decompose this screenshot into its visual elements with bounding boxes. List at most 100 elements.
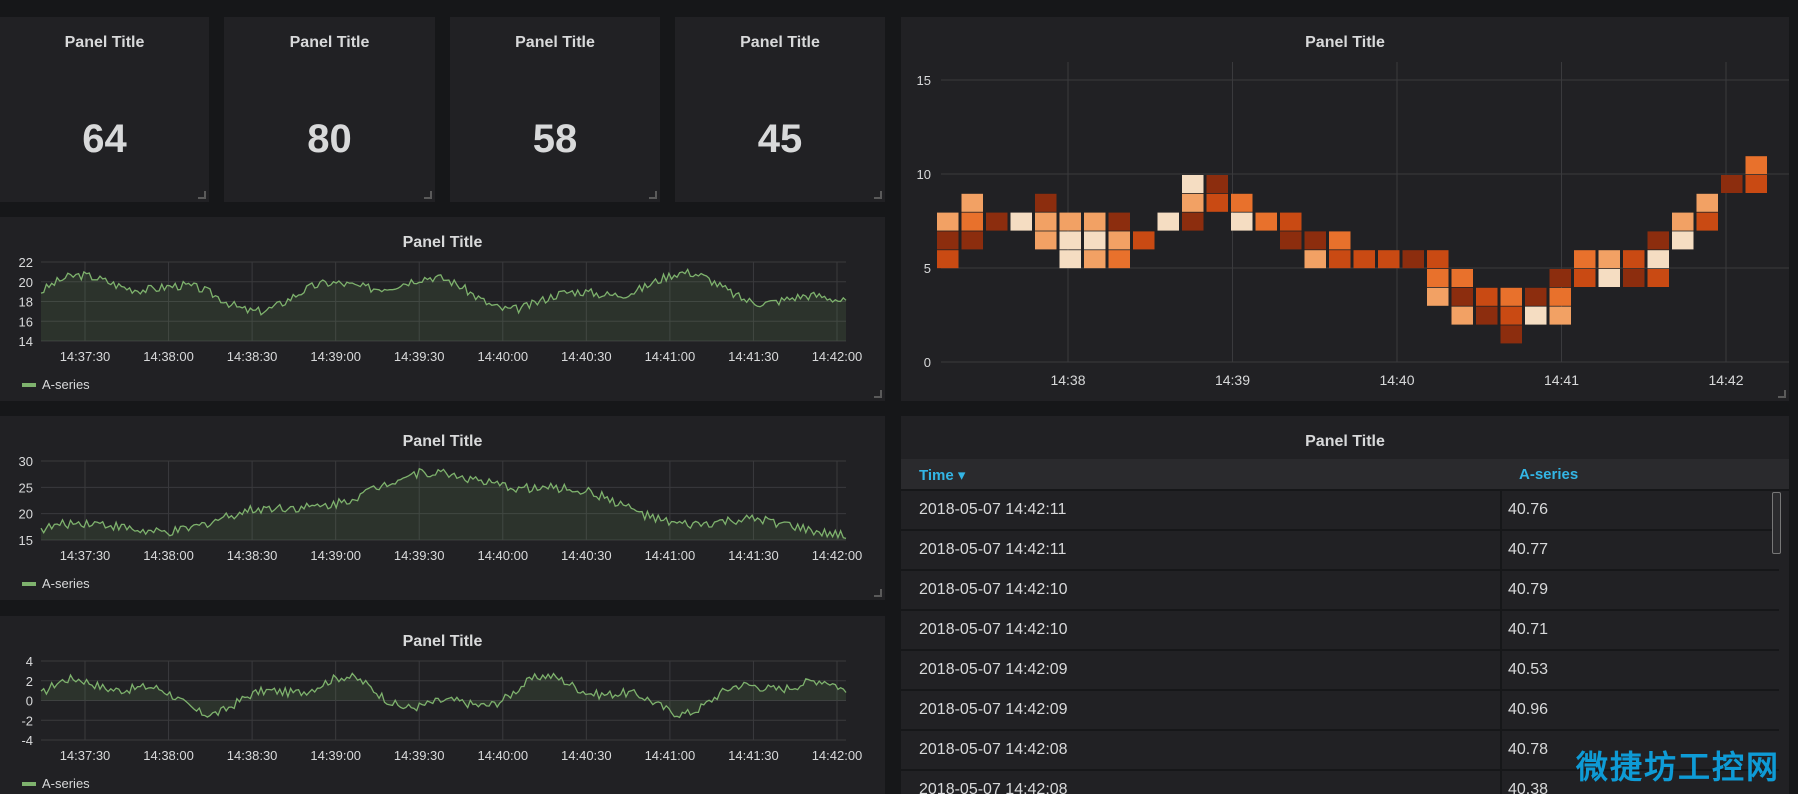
table-row[interactable]: 2018-05-07 14:42:08 40.38 (901, 771, 1779, 794)
time-series-graph[interactable]: 30 25 20 15 14:37:30 14:38:00 14:38:30 14:39:00… (0, 416, 885, 600)
column-header-time[interactable]: Time ▾ (919, 467, 966, 484)
resize-handle-icon[interactable] (1778, 390, 1786, 398)
cell-value: 40.79 (1508, 581, 1549, 598)
heatmap-cell (1549, 269, 1571, 287)
legend-item[interactable]: A-series (22, 776, 90, 791)
series-area (41, 269, 846, 341)
graph-panel-3[interactable]: Panel Title 4 2 0 -2 -4 14:37:30 14:38:00 14:38… (0, 616, 885, 794)
resize-handle-icon[interactable] (874, 191, 882, 199)
cell-time: 2018-05-07 14:42:09 (919, 661, 1068, 678)
x-tick-label: 14:38:30 (227, 349, 278, 364)
y-tick-label: 4 (26, 654, 33, 669)
resize-handle-icon[interactable] (198, 191, 206, 199)
resize-handle-icon[interactable] (649, 191, 657, 199)
x-tick-label: 14:37:30 (60, 349, 111, 364)
y-tick-label: 18 (19, 295, 33, 310)
stat-panel-3[interactable]: Panel Title 58 (450, 17, 660, 202)
cell-value: 40.78 (1508, 741, 1549, 758)
x-tick-label: 14:40:30 (561, 349, 612, 364)
x-tick-label: 14:39:30 (394, 349, 445, 364)
heatmap-cell (1035, 231, 1057, 250)
cell-value: 40.38 (1508, 781, 1549, 794)
heatmap-cell (1059, 231, 1081, 250)
y-tick-label: 22 (19, 255, 33, 270)
heatmap-panel[interactable]: Panel Title 15 10 5 0 14:38 14:39 14:40 14:41 14… (901, 17, 1789, 401)
heatmap-cell (937, 250, 959, 269)
x-tick-label: 14:41 (1544, 372, 1579, 388)
resize-handle-icon[interactable] (424, 191, 432, 199)
table-row[interactable]: 2018-05-07 14:42:11 40.76 (901, 491, 1779, 531)
heatmap-chart[interactable]: 15 10 5 0 14:38 14:39 14:40 14:41 14:42 (901, 17, 1789, 401)
x-tick-label: 14:38:30 (227, 748, 278, 763)
x-tick-label: 14:39:00 (310, 748, 361, 763)
heatmap-cell (1500, 306, 1522, 325)
heatmap-cell (1084, 231, 1106, 250)
x-tick-label: 14:40:00 (477, 548, 528, 563)
resize-handle-icon[interactable] (874, 589, 882, 597)
panel-title[interactable]: Panel Title (289, 34, 370, 51)
panel-title[interactable]: Panel Title (402, 234, 483, 251)
x-tick-label: 14:38:00 (143, 349, 194, 364)
heatmap-cell (1721, 175, 1743, 193)
time-series-graph[interactable]: 22 20 18 16 14 14:37:30 14:38:00 14:38:30 14:39:… (0, 217, 885, 401)
table-row[interactable]: 2018-05-07 14:42:10 40.79 (901, 571, 1779, 611)
heatmap-cell (1427, 250, 1449, 269)
series-line (40, 467, 847, 540)
y-tick-label: -2 (21, 713, 33, 728)
heatmap-cell (1623, 269, 1645, 287)
panel-title[interactable]: Panel Title (740, 34, 820, 51)
series-line (40, 267, 847, 316)
x-tick-label: 14:40:30 (561, 548, 612, 563)
stat-panel-2[interactable]: Panel Title 80 (224, 17, 435, 202)
legend-item[interactable]: A-series (22, 576, 90, 591)
x-tick-label: 14:41:30 (728, 748, 779, 763)
x-tick-label: 14:42:00 (812, 548, 863, 563)
heatmap-cell (986, 212, 1008, 231)
table-row[interactable]: 2018-05-07 14:42:09 40.53 (901, 651, 1779, 691)
watermark: 微捷坊工控网 (1575, 749, 1780, 785)
scrollbar[interactable] (1772, 492, 1781, 554)
resize-handle-icon[interactable] (874, 390, 882, 398)
column-header-a-series[interactable]: A-series (1519, 466, 1579, 483)
x-tick-label: 14:41:00 (645, 349, 696, 364)
heatmap-cell (1647, 269, 1669, 287)
heatmap-cell (1549, 287, 1571, 306)
stat-panel-4[interactable]: Panel Title 45 (675, 17, 885, 202)
table-row[interactable]: 2018-05-07 14:42:09 40.96 (901, 691, 1779, 731)
x-tick-label: 14:39:00 (310, 349, 361, 364)
graph-panel-2[interactable]: Panel Title 30 25 20 15 14:37:30 14:38:00 14:3… (0, 416, 885, 600)
panel-title[interactable]: Panel Title (402, 633, 483, 650)
heatmap-cell (1280, 212, 1302, 231)
graph-panel-1[interactable]: Panel Title 22 20 18 16 14 14:37:30 14:38:00 14… (0, 217, 885, 401)
table-row[interactable]: 2018-05-07 14:42:11 40.77 (901, 531, 1779, 571)
series-line (40, 672, 847, 719)
time-series-graph[interactable]: 4 2 0 -2 -4 14:37:30 14:38:00 14:38:30 14:39:00 1… (0, 616, 885, 794)
x-tick-label: 14:37:30 (60, 748, 111, 763)
cell-value: 40.77 (1508, 541, 1549, 558)
x-tick-label: 14:41:30 (728, 349, 779, 364)
table-row[interactable]: 2018-05-07 14:42:10 40.71 (901, 611, 1779, 651)
table-row[interactable]: 2018-05-07 14:42:08 40.78 (901, 731, 1779, 771)
table-panel[interactable]: Panel Title Time ▾ A-series 2018-05-07 1… (901, 416, 1789, 794)
x-tick-label: 14:39:00 (310, 548, 361, 563)
panel-title[interactable]: Panel Title (1305, 433, 1385, 450)
x-tick-label: 14:40:00 (477, 349, 528, 364)
heatmap-cell (1672, 231, 1694, 250)
heatmap-cell (1574, 269, 1596, 287)
x-tick-label: 14:38:30 (227, 548, 278, 563)
heatmap-cell (1035, 212, 1057, 231)
heatmap-cell (1745, 156, 1767, 175)
heatmap-cell (1525, 306, 1547, 325)
legend-item[interactable]: A-series (22, 377, 90, 392)
heatmap-cell (1598, 269, 1620, 287)
panel-title[interactable]: Panel Title (402, 433, 483, 450)
panel-title[interactable]: Panel Title (1305, 34, 1385, 51)
panel-title[interactable]: Panel Title (515, 34, 595, 51)
panel-title[interactable]: Panel Title (64, 34, 145, 51)
x-tick-label: 14:37:30 (60, 548, 111, 563)
heatmap-cell (1059, 212, 1081, 231)
stat-panel-1[interactable]: Panel Title 64 (0, 17, 209, 202)
x-tick-label: 14:39:30 (394, 748, 445, 763)
heatmap-cell (1378, 250, 1400, 269)
heatmap-cell (961, 212, 983, 231)
